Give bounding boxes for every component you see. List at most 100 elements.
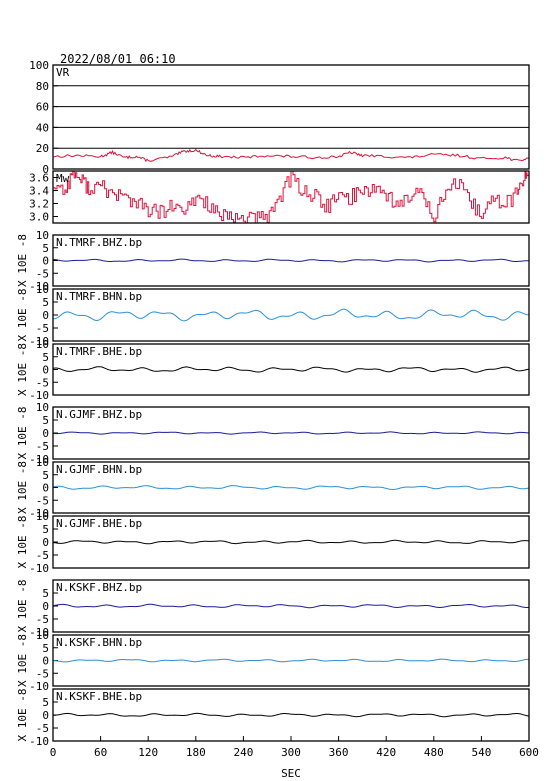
y-tick-label: 5: [42, 414, 49, 427]
x-tick-label: 300: [281, 746, 301, 759]
y-tick-label: -5: [36, 376, 49, 389]
y-tick-label: 0: [42, 255, 49, 268]
panel-kskf-bhz: 50-5-10 N.KSKF.BHZ.bp X 10E -8: [16, 579, 530, 639]
x-tick-label: 540: [471, 746, 491, 759]
panel-vr: 100 80 60 40 20 0 VR: [29, 59, 530, 176]
panel-kskf-bhe: 50-5-10 N.KSKF.BHE.bp X 10E -8: [16, 688, 530, 748]
y-tick-label: 40: [36, 121, 49, 134]
y-tick-label: 3.2: [29, 198, 49, 211]
y-tick-label: -5: [36, 667, 49, 680]
x-tick-label: 480: [424, 746, 444, 759]
panels: 100806040200VR3.63.43.23.0Mw1050-5-10N.T…: [16, 59, 530, 748]
y-axis-label: X 10E -8: [16, 289, 29, 342]
x-axis-ticks: 0 60 120 180 240 300 360 420 480 540 600: [50, 736, 539, 759]
x-tick-label: 0: [50, 746, 57, 759]
y-tick-label: 5: [42, 642, 49, 655]
y-axis-label: X 10E -8: [16, 689, 29, 742]
y-tick-label: -10: [29, 335, 49, 348]
y-tick-label: 5: [42, 242, 49, 255]
y-tick-label: 10: [36, 629, 49, 642]
y-tick-label: -10: [29, 280, 49, 293]
y-tick-label: 5: [42, 296, 49, 309]
y-tick-label: 80: [36, 80, 49, 93]
panel-label: N.TMRF.BHZ.bp: [56, 236, 142, 249]
y-tick-label: -5: [36, 322, 49, 335]
y-tick-label: -5: [36, 722, 49, 735]
panel-label: N.KSKF.BHE.bp: [56, 690, 142, 703]
y-tick-label: 10: [36, 456, 49, 469]
y-tick-label: 5: [42, 469, 49, 482]
x-tick-label: 360: [329, 746, 349, 759]
chart-timestamp: 2022/08/01 06:10: [60, 52, 176, 66]
y-tick-label: 5: [42, 351, 49, 364]
trace-tmrf-bhn: [52, 308, 529, 322]
panel-label: N.GJMF.BHE.bp: [56, 517, 142, 530]
y-tick-label: -5: [36, 613, 49, 626]
trace-vr: [52, 148, 530, 163]
y-tick-label: 0: [42, 655, 49, 668]
y-tick-label: -10: [29, 735, 49, 748]
panel-label: N.TMRF.BHE.bp: [56, 345, 142, 358]
y-tick-label: 0: [42, 536, 49, 549]
y-axis-label: X 10E -8: [16, 407, 29, 460]
y-axis-label: X 10E -8: [16, 580, 29, 633]
trace-gjmf-bhn: [52, 485, 530, 490]
panel-mw: 3.63.43.23.0 Mw: [29, 170, 530, 224]
trace-mw: [53, 170, 529, 224]
panel-label: N.TMRF.BHN.bp: [56, 290, 142, 303]
panel-frame: [52, 343, 530, 396]
y-tick-label: -10: [29, 453, 49, 466]
y-tick-label: 5: [42, 696, 49, 709]
panel-frame: [52, 461, 530, 514]
y-tick-label: 3.4: [29, 185, 49, 198]
y-tick-label: 3.6: [29, 172, 49, 185]
y-tick-label: 0: [42, 482, 49, 495]
y-tick-label: -10: [29, 626, 49, 639]
panel-label: VR: [56, 66, 70, 79]
y-tick-label: 3.0: [29, 211, 49, 224]
x-tick-label: 180: [186, 746, 206, 759]
y-axis-label: X 10E -8: [16, 634, 29, 687]
y-axis-label: X 10E -8: [16, 461, 29, 514]
panel-frame: [52, 170, 530, 224]
y-tick-label: 100: [29, 59, 49, 72]
trace-kskf-bhz: [52, 603, 530, 609]
panel-frame: [52, 579, 530, 633]
y-tick-label: -5: [36, 494, 49, 507]
trace-gjmf-bhz: [52, 431, 530, 435]
panel-frame: [52, 234, 530, 287]
y-tick-label: 0: [42, 600, 49, 613]
panel-label: Mw: [56, 172, 70, 185]
x-axis-label: SEC: [281, 767, 301, 780]
y-tick-label: -5: [36, 440, 49, 453]
x-tick-label: 240: [233, 746, 253, 759]
panel-frame: [52, 634, 530, 687]
y-tick-label: 0: [42, 309, 49, 322]
panel-label: N.GJMF.BHN.bp: [56, 463, 142, 476]
y-tick-label: 10: [36, 510, 49, 523]
y-tick-label: 10: [36, 401, 49, 414]
y-tick-label: 5: [42, 587, 49, 600]
y-axis-label: X 10E -8: [16, 343, 29, 396]
panel-label: N.GJMF.BHZ.bp: [56, 408, 142, 421]
trace-tmrf-bhz: [52, 258, 530, 263]
x-tick-label: 600: [519, 746, 539, 759]
y-tick-label: -10: [29, 680, 49, 693]
y-tick-label: -5: [36, 267, 49, 280]
y-axis-label: X 10E -8: [16, 516, 29, 569]
panel-frame: [52, 515, 530, 569]
panel-label: N.KSKF.BHZ.bp: [56, 581, 142, 594]
y-tick-label: 10: [36, 338, 49, 351]
trace-kskf-bhn: [52, 658, 530, 663]
panel-frame: [52, 64, 530, 170]
y-tick-label: 10: [36, 229, 49, 242]
y-tick-label: 10: [36, 283, 49, 296]
y-tick-label: 0: [42, 163, 49, 176]
